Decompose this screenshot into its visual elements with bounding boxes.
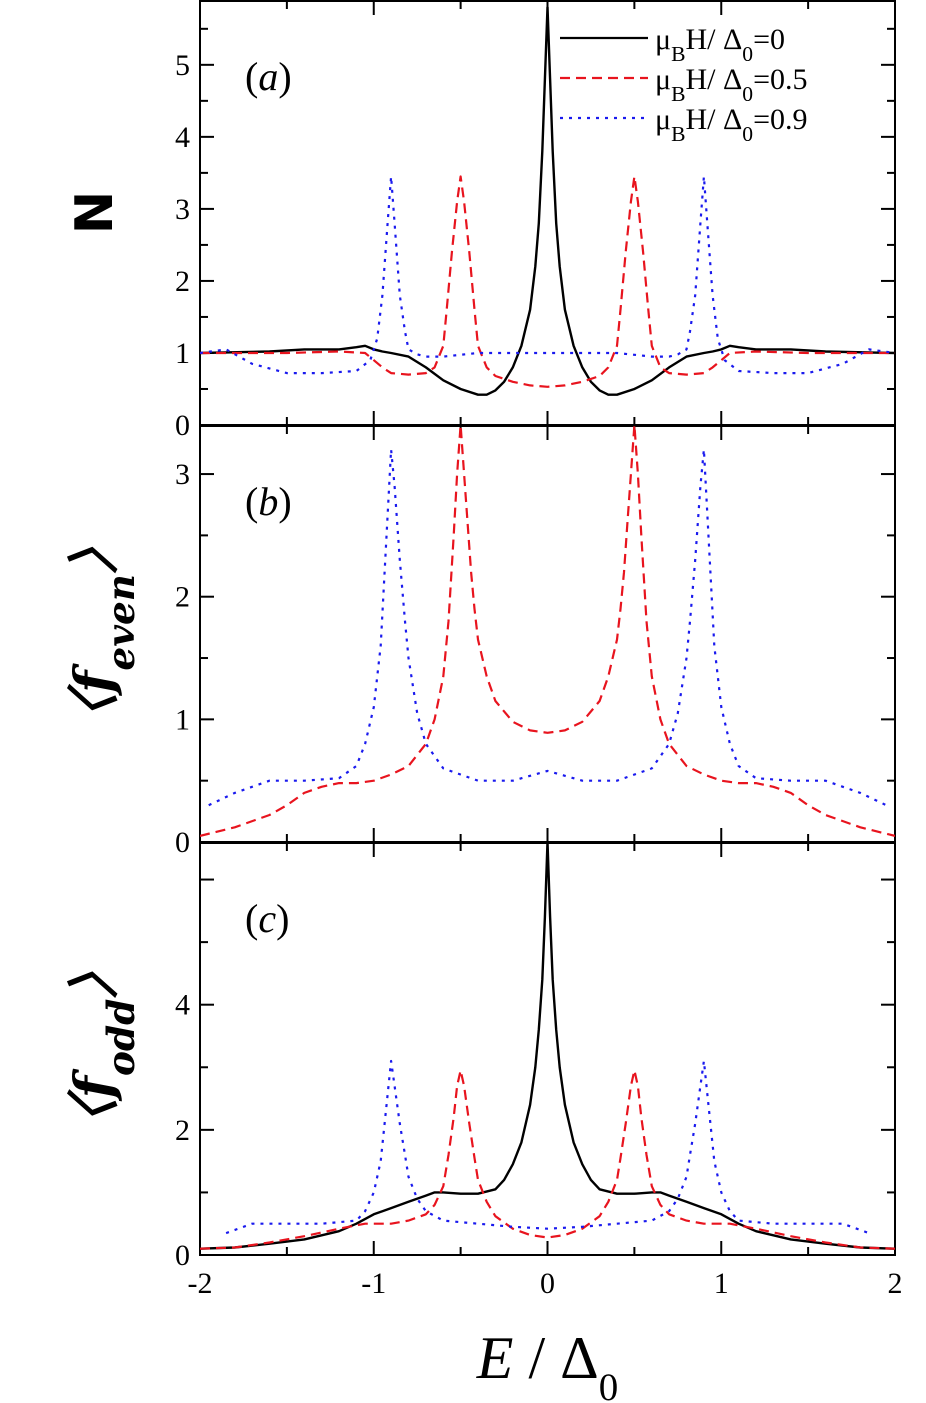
panel-label: (c): [245, 896, 289, 941]
x-axis-label: E / Δ0: [476, 1325, 618, 1403]
y-tick-label: 1: [175, 337, 190, 370]
series-line: [208, 448, 887, 807]
y-axis-label: 〈feven〉: [64, 522, 143, 745]
y-tick-label: 4: [175, 989, 190, 1022]
series-group: [200, 6, 895, 396]
panel-1: 0 1 2 3 (b): [175, 425, 896, 859]
series-line: [200, 425, 895, 837]
y-axis-label: N: [65, 191, 125, 235]
y-tick-label: 5: [175, 49, 190, 82]
series-line: [200, 1069, 895, 1250]
x-tick-label: 0: [540, 1267, 555, 1300]
y-tick-label: 0: [175, 409, 190, 442]
y-axis-label: 〈fodd〉: [64, 947, 143, 1151]
x-tick-label: -2: [188, 1267, 213, 1300]
y-tick-label: 3: [175, 193, 190, 226]
y-tick-label: 1: [175, 703, 190, 736]
panel-label: (b): [245, 479, 292, 524]
series-line: [200, 842, 895, 1250]
legend-label: μBH/ Δ0=0.5: [655, 63, 808, 106]
legend-label: μBH/ Δ0=0.9: [655, 103, 808, 146]
y-tick-label: 0: [175, 1239, 190, 1272]
labels: N 〈feven〉〈fodd〉 E / Δ0: [64, 191, 618, 1403]
series-line: [200, 175, 895, 375]
x-tick-label: 1: [714, 1267, 729, 1300]
y-tick-label: 2: [175, 1114, 190, 1147]
y-tick-label: 2: [175, 265, 190, 298]
y-tick-label: 2: [175, 581, 190, 614]
series-group: [200, 425, 895, 837]
x-tick-label: 2: [888, 1267, 903, 1300]
panel-2: 0 2 4 (c) -2 -1 0 1 2: [175, 842, 903, 1300]
legend-label: μBH/ Δ0=0: [655, 23, 785, 66]
panel-label: (a): [245, 54, 292, 99]
y-tick-label: 3: [175, 458, 190, 491]
series-group: [200, 842, 895, 1250]
x-tick-label: -1: [361, 1267, 386, 1300]
y-tick-label: 0: [175, 826, 190, 859]
series-line: [225, 1059, 870, 1235]
series-line: [200, 6, 895, 396]
panel-frame: [199, 842, 896, 1256]
series-line: [200, 175, 895, 388]
y-tick-label: 4: [175, 121, 190, 154]
